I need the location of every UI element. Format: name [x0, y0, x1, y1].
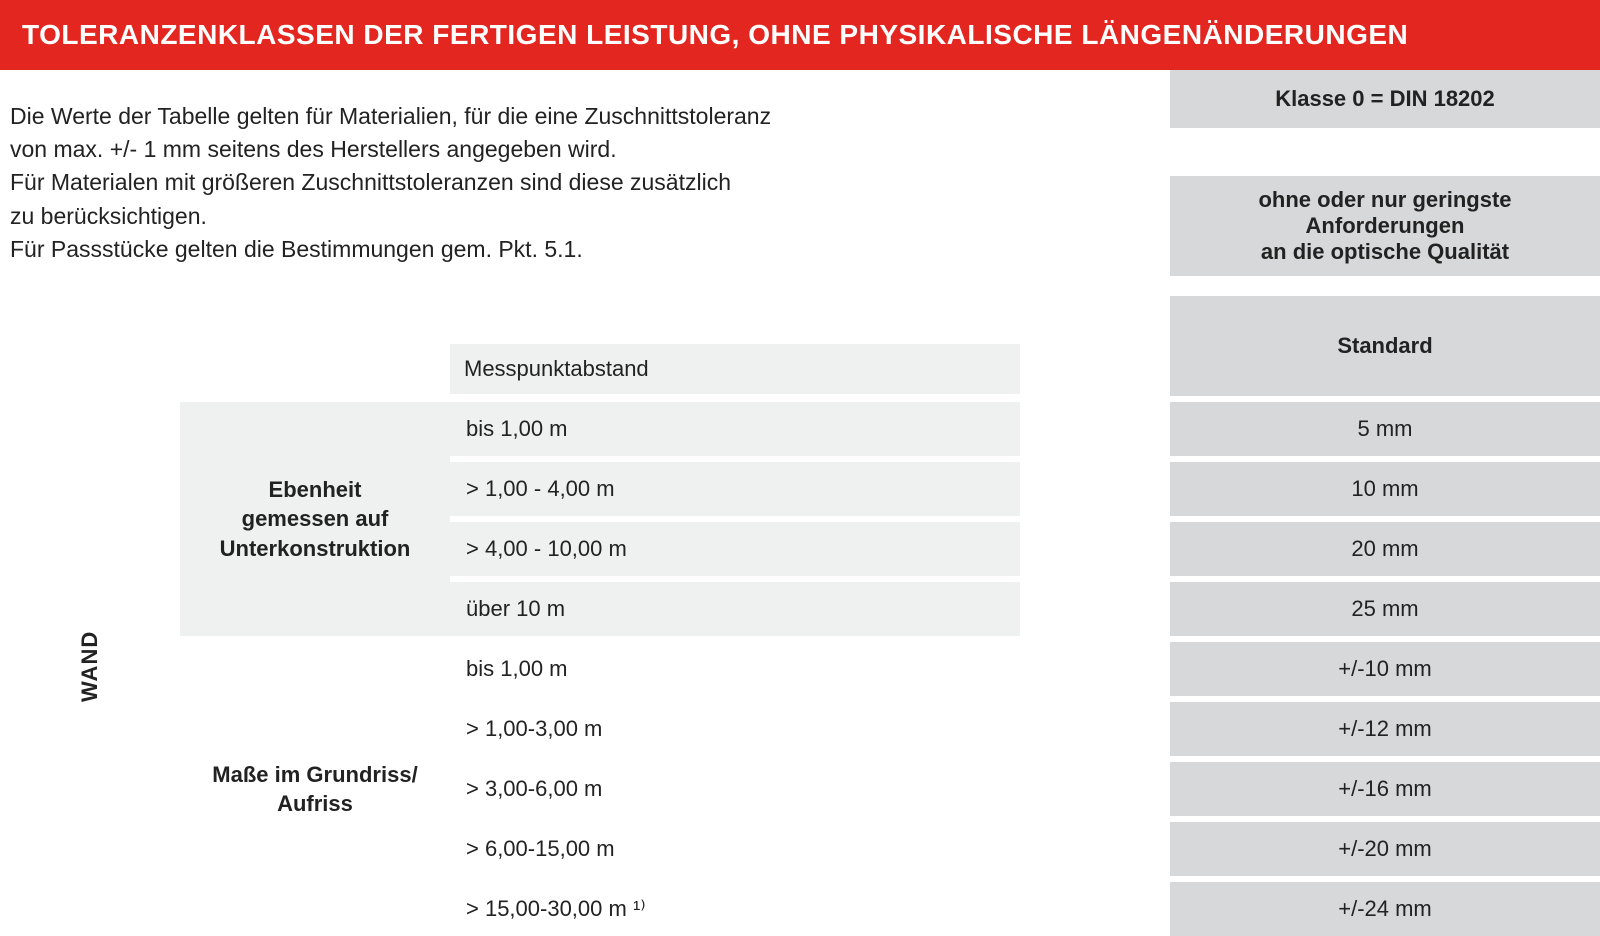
range-text: > 3,00-6,00 m [466, 776, 602, 801]
spacer [1020, 876, 1170, 936]
category-line: Maße im Grundriss/ [212, 762, 417, 787]
blank-cell [450, 296, 1020, 344]
gap [1170, 148, 1600, 156]
value-text: 25 mm [1351, 596, 1418, 621]
spacer [1020, 696, 1170, 756]
intro-line: von max. +/- 1 mm seitens des Hersteller… [10, 136, 617, 162]
class-subtitle-line: ohne oder nur geringste Anforderungen [1180, 187, 1590, 239]
range-text: > 1,00-3,00 m [466, 716, 602, 741]
range-cell: über 10 m [450, 576, 1020, 636]
range-cell: > 3,00-6,00 m [450, 756, 1020, 816]
value-text: 5 mm [1358, 416, 1413, 441]
value-cell: +/-20 mm [1170, 816, 1600, 876]
value-cell: +/-16 mm [1170, 756, 1600, 816]
spacer [1020, 576, 1170, 636]
range-cell: > 1,00-3,00 m [450, 696, 1020, 756]
range-cell: > 4,00 - 10,00 m [450, 516, 1020, 576]
messpunkt-header: Messpunktabstand [464, 356, 649, 381]
value-text: +/-16 mm [1338, 776, 1432, 801]
title-banner: TOLERANZENKLASSEN DER FERTIGEN LEISTUNG,… [0, 0, 1600, 70]
value-cell: +/-24 mm [1170, 876, 1600, 936]
intro-line: zu berücksichtigen. [10, 203, 207, 229]
value-text: 20 mm [1351, 536, 1418, 561]
range-cell: > 6,00-15,00 m [450, 816, 1020, 876]
side-label-wand: WAND [0, 396, 180, 936]
range-text: > 6,00-15,00 m [466, 836, 615, 861]
spacer [1020, 516, 1170, 576]
tolerance-table: Die Werte der Tabelle gelten für Materia… [0, 70, 1600, 936]
value-text: +/-24 mm [1338, 896, 1432, 921]
value-cell: +/-12 mm [1170, 696, 1600, 756]
class-subtitle-cell: ohne oder nur geringste Anforderungen an… [1170, 176, 1600, 276]
spacer [1020, 816, 1170, 876]
standard-header: Standard [1337, 333, 1432, 359]
spacer [1020, 396, 1170, 456]
category-line: Unterkonstruktion [220, 536, 411, 561]
category-line: gemessen auf [242, 506, 389, 531]
category-line: Ebenheit [269, 477, 362, 502]
spacer [1020, 456, 1170, 516]
value-cell: 10 mm [1170, 456, 1600, 516]
range-cell: > 15,00-30,00 m ¹⁾ [450, 876, 1020, 936]
range-text: bis 1,00 m [466, 416, 568, 441]
spacer [1020, 70, 1170, 297]
value-text: +/-12 mm [1338, 716, 1432, 741]
intro-line: Für Materialen mit größeren Zuschnittsto… [10, 169, 731, 195]
value-cell: 20 mm [1170, 516, 1600, 576]
value-text: +/-10 mm [1338, 656, 1432, 681]
value-cell: 25 mm [1170, 576, 1600, 636]
side-label-text: WAND [77, 631, 103, 702]
range-text: > 15,00-30,00 m ¹⁾ [466, 896, 646, 921]
value-text: 10 mm [1351, 476, 1418, 501]
spacer [1020, 756, 1170, 816]
class-subtitle-line: an die optische Qualität [1261, 239, 1509, 265]
standard-header-cell: Standard [1170, 296, 1600, 396]
messpunkt-header-cell: Messpunktabstand [450, 344, 1020, 396]
class-title-cell: Klasse 0 = DIN 18202 [1170, 70, 1600, 128]
intro-paragraph: Die Werte der Tabelle gelten für Materia… [0, 70, 1020, 297]
blank-cell [0, 296, 450, 396]
category-ebenheit: Ebenheit gemessen auf Unterkonstruktion [180, 396, 450, 636]
range-text: > 4,00 - 10,00 m [466, 536, 627, 561]
title-text: TOLERANZENKLASSEN DER FERTIGEN LEISTUNG,… [22, 19, 1408, 50]
range-text: bis 1,00 m [466, 656, 568, 681]
range-cell: > 1,00 - 4,00 m [450, 456, 1020, 516]
category-line: Aufriss [277, 791, 353, 816]
category-masse: Maße im Grundriss/ Aufriss [180, 636, 450, 936]
value-cell: 5 mm [1170, 396, 1600, 456]
spacer [1020, 296, 1170, 396]
intro-line: Die Werte der Tabelle gelten für Materia… [10, 103, 771, 129]
class-title: Klasse 0 = DIN 18202 [1275, 86, 1495, 112]
spacer [1020, 636, 1170, 696]
range-cell: bis 1,00 m [450, 396, 1020, 456]
value-text: +/-20 mm [1338, 836, 1432, 861]
intro-line: Für Passstücke gelten die Bestimmungen g… [10, 236, 583, 262]
range-cell: bis 1,00 m [450, 636, 1020, 696]
range-text: über 10 m [466, 596, 565, 621]
range-text: > 1,00 - 4,00 m [466, 476, 615, 501]
value-cell: +/-10 mm [1170, 636, 1600, 696]
